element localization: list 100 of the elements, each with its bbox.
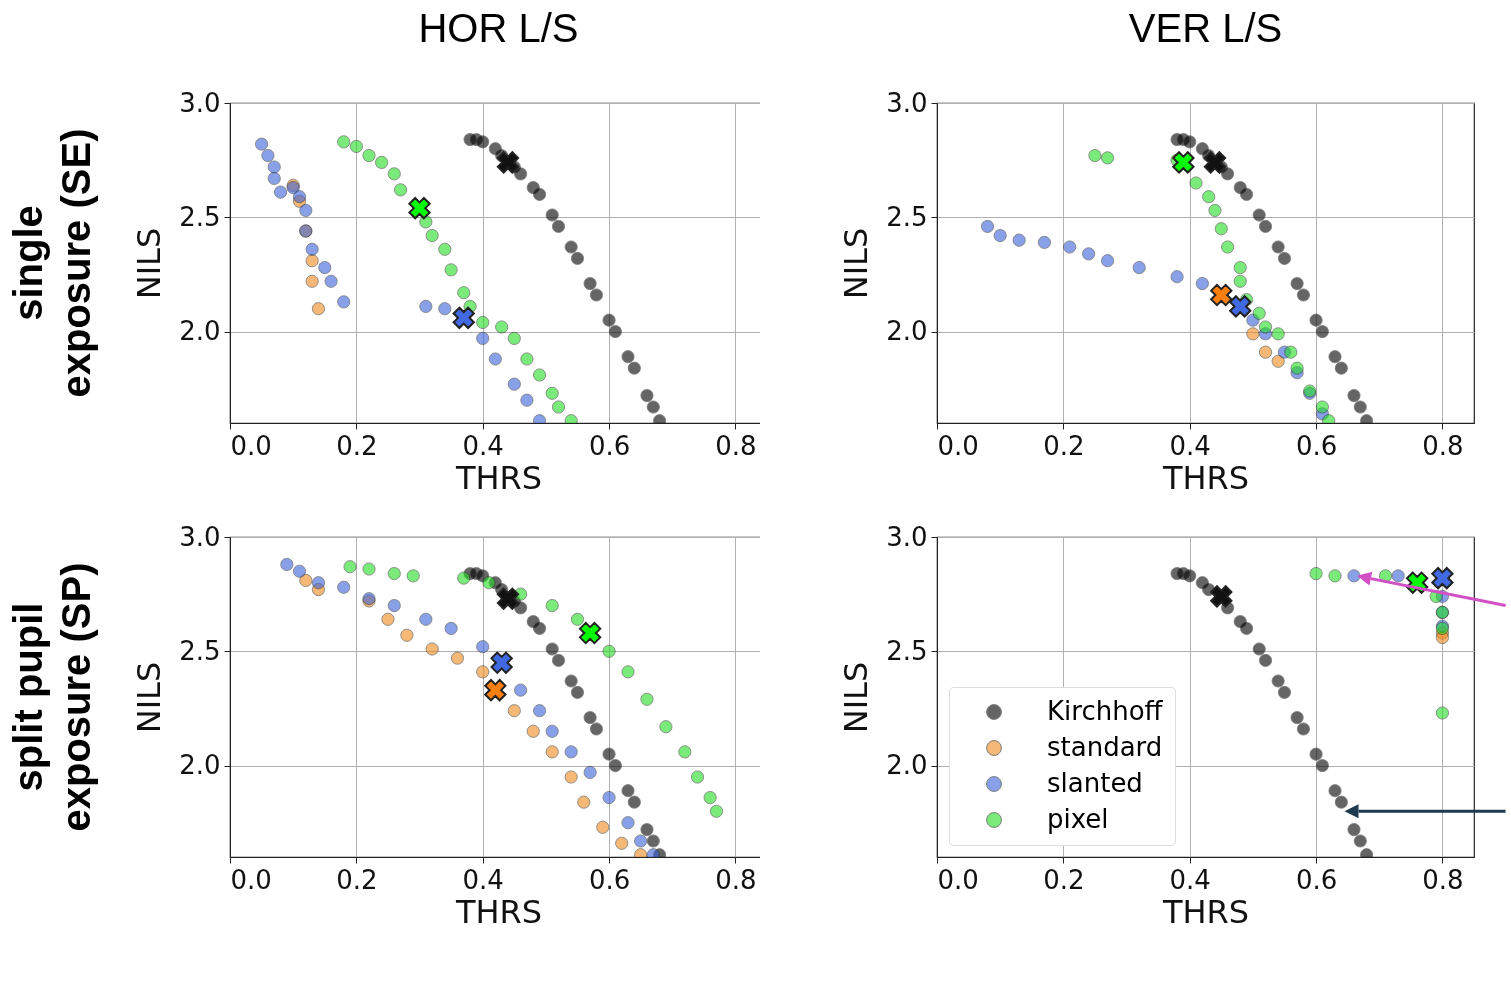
point	[406, 569, 420, 583]
point	[490, 651, 513, 674]
legend-label: slanted	[1047, 768, 1143, 798]
point	[1309, 747, 1323, 761]
x-tick-label: 0.8	[715, 864, 757, 895]
y-tick-label: 2.5	[179, 201, 221, 232]
point	[1132, 261, 1146, 275]
point	[1189, 176, 1203, 190]
point	[640, 692, 654, 706]
y-tick-label: 2.0	[179, 750, 221, 781]
point	[646, 400, 660, 414]
y-tick-label: 2.5	[886, 635, 928, 666]
point	[1229, 295, 1252, 318]
x-axis-title: THRS	[454, 458, 543, 497]
x-tick-label: 0.0	[230, 864, 272, 895]
point	[452, 306, 475, 329]
x-axis-title: THRS	[1161, 892, 1250, 931]
y-axis-title: NILS	[130, 661, 169, 734]
chart-title: HOR L/S	[418, 6, 579, 50]
point	[1271, 354, 1285, 368]
point	[1208, 203, 1222, 217]
point	[476, 315, 490, 329]
point	[425, 642, 439, 656]
point	[362, 149, 376, 163]
point	[1290, 277, 1304, 291]
point	[267, 171, 281, 185]
point	[1431, 567, 1454, 590]
point	[324, 274, 338, 288]
point	[1221, 240, 1235, 254]
point	[496, 151, 520, 174]
x-tick-label: 0.4	[462, 430, 504, 461]
point	[1315, 325, 1329, 339]
point	[507, 704, 521, 718]
point	[280, 557, 294, 571]
point	[1328, 784, 1342, 798]
point	[1183, 135, 1197, 149]
point	[1347, 389, 1361, 403]
point	[438, 242, 452, 256]
y-axis-title: NILS	[837, 661, 876, 734]
legend-label: standard	[1047, 732, 1163, 762]
x-tick-label: 0.2	[336, 430, 378, 461]
point	[981, 219, 995, 233]
point	[476, 665, 490, 679]
point	[337, 295, 351, 309]
point	[1334, 361, 1348, 375]
point	[1290, 361, 1304, 375]
point	[299, 203, 313, 217]
point	[1246, 327, 1260, 341]
point	[545, 745, 559, 759]
y-tick-label: 2.5	[886, 201, 928, 232]
point	[267, 160, 281, 174]
point	[444, 263, 458, 277]
point	[659, 720, 673, 734]
point	[533, 187, 547, 201]
point	[703, 791, 717, 805]
point	[608, 759, 622, 773]
point	[292, 564, 307, 578]
point	[1290, 711, 1304, 725]
point	[533, 704, 547, 718]
point	[520, 393, 534, 407]
point	[507, 377, 521, 391]
point	[1347, 569, 1361, 583]
point	[419, 612, 433, 626]
point	[564, 674, 578, 688]
y-tick-label: 3.0	[886, 521, 928, 552]
x-tick-label: 0.6	[1295, 430, 1338, 461]
x-tick-label: 0.8	[715, 430, 757, 461]
point	[1037, 235, 1051, 249]
point	[602, 747, 616, 761]
point	[1391, 569, 1405, 583]
point	[627, 361, 641, 375]
point	[1233, 274, 1247, 288]
x-tick-label: 0.6	[588, 864, 631, 895]
point	[583, 765, 597, 779]
point	[438, 302, 452, 316]
point	[1203, 151, 1227, 174]
point	[337, 580, 351, 594]
point	[387, 567, 401, 581]
point	[394, 183, 408, 197]
point	[299, 573, 313, 587]
point	[514, 167, 528, 181]
y-axis-title: NILS	[130, 227, 169, 300]
point	[1252, 306, 1266, 320]
point	[1258, 653, 1273, 667]
point	[520, 352, 534, 366]
x-tick-label: 0.6	[1295, 864, 1338, 895]
point	[1309, 567, 1323, 581]
point	[255, 137, 269, 151]
point	[596, 820, 610, 834]
point	[495, 320, 509, 334]
point	[545, 386, 559, 400]
y-tick-label: 3.0	[179, 87, 221, 118]
point	[1435, 706, 1449, 720]
point	[1315, 400, 1329, 414]
point	[551, 219, 566, 233]
y-tick-label: 2.5	[179, 635, 221, 666]
point	[375, 155, 389, 169]
point	[292, 190, 307, 204]
point	[533, 621, 547, 635]
point	[1252, 642, 1266, 656]
